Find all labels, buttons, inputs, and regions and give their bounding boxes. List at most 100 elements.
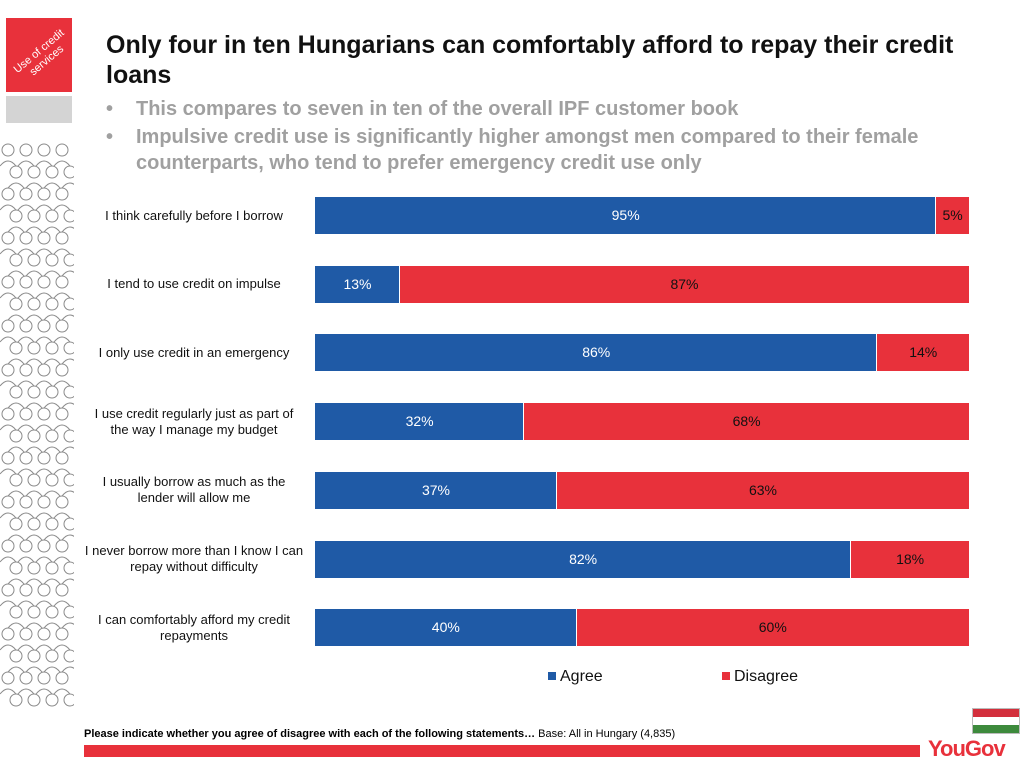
section-badge: Use of credit services <box>6 18 72 92</box>
crowd-person <box>63 561 74 575</box>
category-label: I never borrow more than I know I can re… <box>84 543 304 574</box>
crowd-person <box>37 451 51 465</box>
section-badge-text: Use of credit services <box>11 26 67 79</box>
crowd-person-body <box>61 622 74 629</box>
crowd-person <box>27 693 41 707</box>
crowd-person <box>1 539 15 553</box>
crowd-person-body <box>0 336 17 343</box>
crowd-person-body <box>7 402 25 409</box>
category-label: I only use credit in an emergency <box>98 344 290 360</box>
crowd-person-body <box>25 226 43 233</box>
crowd-person <box>55 231 69 245</box>
crowd-person <box>1 143 15 157</box>
crowd-person-body <box>61 358 74 365</box>
crowd-person-body <box>0 644 17 651</box>
section-badge-shadow <box>6 96 72 123</box>
crowd-person <box>55 495 69 509</box>
crowd-person-body <box>25 314 43 321</box>
crowd-person <box>63 429 74 443</box>
crowd-person <box>9 429 23 443</box>
crowd-person-body <box>53 292 71 299</box>
crowd-person-body <box>35 600 53 607</box>
crowd-person <box>55 539 69 553</box>
category-label: I tend to use credit on impulse <box>107 276 281 292</box>
crowd-person <box>63 517 74 531</box>
crowd-person-body <box>43 182 61 189</box>
crowd-person <box>55 319 69 333</box>
flag-stripe-white <box>973 716 1019 725</box>
crowd-person-body <box>17 292 35 299</box>
crowd-person <box>19 627 33 641</box>
crowd-person-body <box>0 292 17 299</box>
crowd-person-body <box>7 666 25 673</box>
crowd-person-body <box>43 622 61 629</box>
crowd-person <box>37 539 51 553</box>
crowd-person-body <box>17 336 35 343</box>
crowd-person-body <box>35 644 53 651</box>
crowd-person-body <box>43 358 61 365</box>
data-label-agree: 13% <box>343 275 372 292</box>
crowd-person <box>55 187 69 201</box>
crowd-person-body <box>17 468 35 475</box>
bar-agree <box>315 334 877 372</box>
data-label-agree: 82% <box>569 550 598 567</box>
crowd-person-body <box>35 380 53 387</box>
crowd-person-body <box>53 424 71 431</box>
crowd-person <box>55 583 69 597</box>
crowd-person-body <box>53 644 71 651</box>
data-label-agree: 37% <box>421 481 450 498</box>
crowd-person <box>9 253 23 267</box>
data-label-disagree: 68% <box>732 413 761 430</box>
crowd-person <box>19 407 33 421</box>
crowd-person <box>37 363 51 377</box>
crowd-person <box>63 253 74 267</box>
crowd-person-body <box>17 424 35 431</box>
crowd-person <box>27 649 41 663</box>
bar-disagree <box>936 197 969 234</box>
crowd-person <box>63 473 74 487</box>
crowd-person-body <box>61 666 74 673</box>
crowd-person <box>45 429 59 443</box>
crowd-person-body <box>17 688 35 695</box>
crowd-person-body <box>53 204 71 211</box>
crowd-person <box>9 605 23 619</box>
crowd-person-body <box>17 380 35 387</box>
crowd-person <box>37 319 51 333</box>
crowd-person <box>63 297 74 311</box>
crowd-person-body <box>35 688 53 695</box>
crowd-person <box>37 143 51 157</box>
crowd-person-body <box>61 314 74 321</box>
crowd-person <box>1 451 15 465</box>
bar-agree <box>315 471 556 509</box>
crowd-person <box>45 605 59 619</box>
crowd-person <box>1 495 15 509</box>
crowd-person-body <box>35 204 53 211</box>
hungary-flag-icon <box>972 708 1020 734</box>
crowd-person-body <box>7 622 25 629</box>
crowd-person <box>27 253 41 267</box>
crowd-person <box>9 385 23 399</box>
crowd-person-body <box>43 402 61 409</box>
crowd-person-body <box>53 468 71 475</box>
crowd-person <box>37 627 51 641</box>
footer-bar <box>84 745 920 757</box>
crowd-person <box>1 583 15 597</box>
crowd-person-body <box>7 358 25 365</box>
data-label-disagree: 87% <box>670 275 699 292</box>
crowd-person-body <box>7 182 25 189</box>
crowd-person-body <box>43 578 61 585</box>
crowd-person <box>55 451 69 465</box>
category-label: I think carefully before I borrow <box>105 207 283 223</box>
crowd-person <box>19 495 33 509</box>
crowd-person <box>19 539 33 553</box>
crowd-person <box>1 363 15 377</box>
crowd-person-body <box>53 336 71 343</box>
crowd-illustration <box>0 143 74 707</box>
crowd-person <box>45 341 59 355</box>
legend-item-agree: Agree <box>548 668 603 686</box>
crowd-person <box>55 627 69 641</box>
bar-disagree <box>851 540 969 578</box>
crowd-person <box>63 341 74 355</box>
crowd-person-body <box>43 446 61 453</box>
crowd-person-body <box>53 600 71 607</box>
